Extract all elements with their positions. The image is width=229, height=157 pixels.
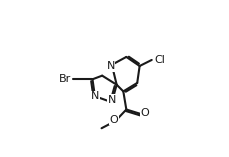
Text: N: N xyxy=(107,95,115,105)
Text: N: N xyxy=(91,91,99,101)
Text: Cl: Cl xyxy=(154,55,165,65)
Text: O: O xyxy=(109,115,117,125)
Text: O: O xyxy=(139,108,148,118)
Text: Br: Br xyxy=(58,74,71,84)
Text: N: N xyxy=(106,61,114,71)
